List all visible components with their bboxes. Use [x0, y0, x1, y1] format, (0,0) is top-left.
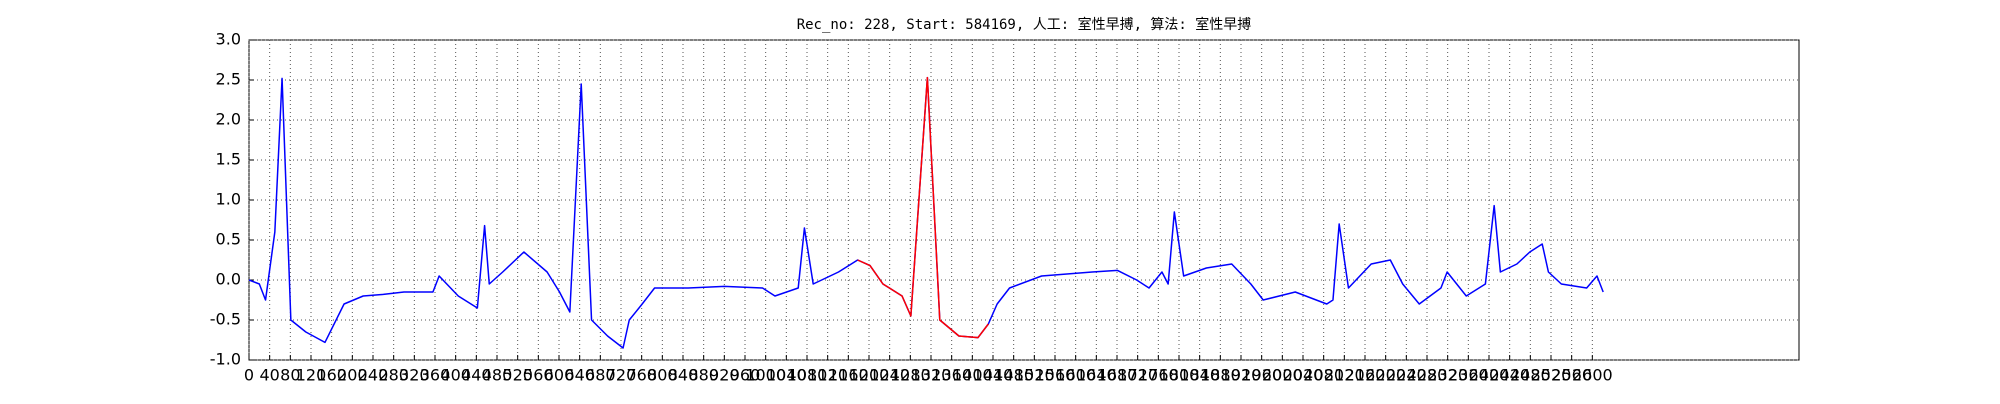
x-tick-label: 1120 [807, 366, 848, 385]
x-tick-label: 1400 [952, 366, 993, 385]
x-tick-label: 640 [564, 366, 595, 385]
x-tick-label: 2160 [1345, 366, 1386, 385]
x-tick-label: 2280 [1407, 366, 1448, 385]
x-tick-label: 40 [259, 366, 279, 385]
y-tick-label: 0.0 [216, 270, 241, 289]
x-tick-label: 200 [337, 366, 368, 385]
x-tick-label: 240 [358, 366, 389, 385]
x-tick-label: 2400 [1469, 366, 1510, 385]
y-tick-label: 1.5 [216, 150, 241, 169]
signal-line [857, 76, 989, 339]
x-tick-label: 2360 [1448, 366, 1489, 385]
x-tick-label: 2600 [1572, 366, 1613, 385]
y-tick-label: 1.0 [216, 190, 241, 209]
x-tick-label: 360 [420, 366, 451, 385]
x-tick-label: 2040 [1283, 366, 1324, 385]
x-tick-label: 1560 [1035, 366, 1076, 385]
x-tick-label: 600 [544, 366, 575, 385]
y-tick-label: 0.5 [216, 230, 241, 249]
x-tick-label: 1160 [828, 366, 869, 385]
x-tick-label: 1200 [849, 366, 890, 385]
x-tick-label: 1440 [973, 366, 1014, 385]
y-tick-label: -0.5 [210, 310, 241, 329]
x-tick-label: 2240 [1386, 366, 1427, 385]
x-tick-label: 1800 [1159, 366, 1200, 385]
x-tick-label: 1840 [1179, 366, 1220, 385]
x-tick-label: 2000 [1262, 366, 1303, 385]
x-tick-label: 960 [730, 366, 761, 385]
x-tick-label: 1240 [869, 366, 910, 385]
x-tick-label: 680 [585, 366, 616, 385]
x-tick-label: 1360 [931, 366, 972, 385]
chart-title: Rec_no: 228, Start: 584169, 人工: 室性早搏, 算法… [797, 16, 1252, 33]
x-tick-label: 1960 [1241, 366, 1282, 385]
x-tick-label: 480 [482, 366, 513, 385]
x-tick-label: 840 [668, 366, 699, 385]
x-tick-label: 920 [709, 366, 740, 385]
x-tick-label: 120 [296, 366, 327, 385]
x-tick-label: 1080 [787, 366, 828, 385]
y-tick-label: 2.5 [216, 70, 241, 89]
x-tick-label: 400 [440, 366, 471, 385]
x-tick-label: 560 [523, 366, 554, 385]
x-tick-label: 440 [461, 366, 492, 385]
x-tick-label: 1920 [1221, 366, 1262, 385]
x-tick-label: 0 [244, 366, 254, 385]
x-tick-label: 1000 [745, 366, 786, 385]
x-tick-label: 1320 [911, 366, 952, 385]
x-tick-label: 1680 [1097, 366, 1138, 385]
x-tick-label: 1040 [766, 366, 807, 385]
x-tick-label: 2200 [1365, 366, 1406, 385]
x-tick-label: 320 [399, 366, 430, 385]
x-tick-label: 2560 [1551, 366, 1592, 385]
signal-line [248, 76, 1604, 349]
x-tick-label: 1480 [993, 366, 1034, 385]
x-tick-label: 80 [280, 366, 300, 385]
x-tick-label: 800 [647, 366, 678, 385]
y-tick-label: 3.0 [216, 30, 241, 49]
x-tick-label: 1600 [1055, 366, 1096, 385]
x-tick-label: 280 [378, 366, 409, 385]
x-tick-label: 1760 [1138, 366, 1179, 385]
x-tick-label: 520 [502, 366, 533, 385]
x-tick-label: 2320 [1427, 366, 1468, 385]
x-tick-label: 880 [688, 366, 719, 385]
x-tick-label: 1880 [1200, 366, 1241, 385]
x-tick-label: 2440 [1489, 366, 1530, 385]
y-tick-label: 2.0 [216, 110, 241, 129]
x-tick-label: 1520 [1014, 366, 1055, 385]
x-tick-label: 720 [606, 366, 637, 385]
x-tick-label: 1640 [1076, 366, 1117, 385]
y-tick-label: -1.0 [210, 350, 241, 369]
x-tick-label: 1280 [890, 366, 931, 385]
x-tick-label: 2080 [1303, 366, 1344, 385]
x-tick-label: 760 [626, 366, 657, 385]
x-tick-label: 160 [316, 366, 347, 385]
x-tick-label: 2480 [1510, 366, 1551, 385]
x-tick-label: 2120 [1324, 366, 1365, 385]
x-tick-label: 1720 [1117, 366, 1158, 385]
x-tick-label: 2520 [1531, 366, 1572, 385]
